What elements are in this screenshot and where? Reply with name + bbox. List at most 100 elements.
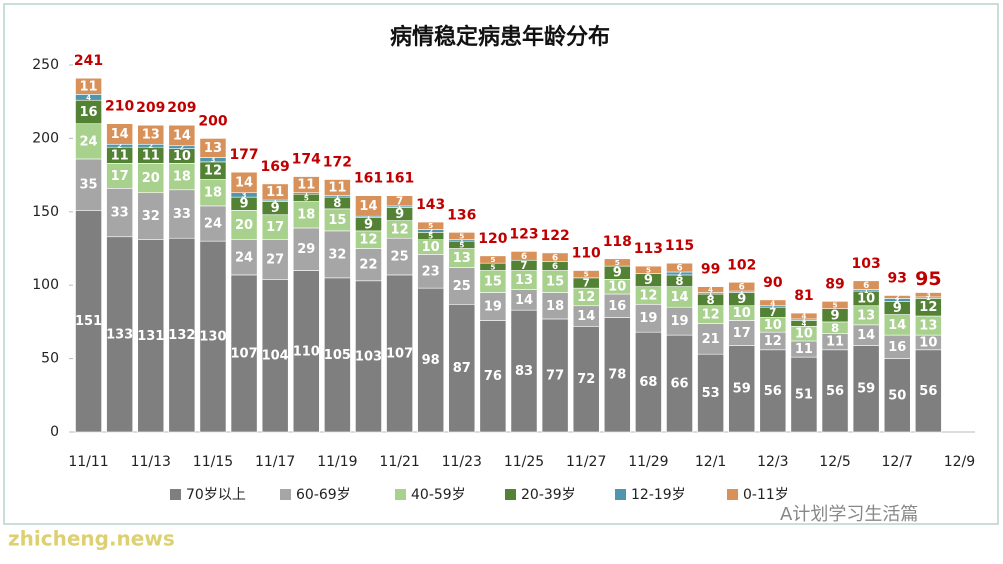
bar-segment	[914, 292, 942, 298]
bar-segment	[541, 252, 569, 263]
segment-label: 9	[893, 301, 902, 316]
total-label: 210	[105, 99, 134, 115]
segment-label: 7	[396, 195, 403, 207]
x-tick-label: 11/29	[628, 454, 668, 470]
bar-segment	[168, 163, 196, 191]
segment-label: 59	[733, 382, 751, 397]
bar-segment	[666, 306, 693, 336]
segment-label: 12	[919, 300, 937, 315]
segment-label: 13	[515, 273, 533, 288]
segment-label: 59	[857, 382, 875, 397]
total-label: 115	[665, 238, 694, 254]
segment-label: 9	[395, 207, 404, 222]
segment-label: 105	[324, 348, 351, 363]
segment-label: 1	[335, 193, 340, 201]
bar-segment	[137, 239, 165, 433]
segment-label: 5	[428, 232, 433, 241]
segment-label: 14	[111, 127, 129, 142]
segment-label: 19	[639, 311, 657, 326]
bar-segment	[759, 349, 787, 433]
segment-label: 9	[240, 197, 249, 212]
segment-label: 24	[235, 250, 253, 265]
bar-segment	[199, 138, 227, 158]
y-tick-label: 200	[32, 130, 59, 146]
segment-label: 10	[764, 318, 782, 333]
total-label: 120	[478, 231, 507, 247]
bar-segment	[821, 301, 849, 309]
segment-label: 14	[359, 199, 377, 214]
bar-segment	[697, 286, 724, 293]
segment-label: 4	[770, 299, 775, 307]
bar-segment	[852, 345, 880, 433]
segment-label: 17	[111, 169, 129, 184]
segment-label: 12	[577, 290, 595, 305]
segment-label: 29	[297, 242, 315, 257]
legend-label: 20-39岁	[521, 487, 576, 503]
segment-label: 13	[453, 251, 471, 266]
segment-label: 12	[702, 308, 720, 323]
bar-segment	[635, 265, 662, 274]
segment-label: 11	[266, 185, 284, 200]
segment-label: 24	[204, 217, 222, 232]
segment-label: 72	[577, 372, 595, 387]
segment-label: 19	[670, 314, 688, 329]
segment-label: 83	[515, 364, 533, 379]
bar-segment	[541, 292, 569, 320]
bar-segment	[603, 258, 631, 267]
bar-segment	[572, 270, 600, 279]
segment-label: 2	[895, 296, 900, 304]
total-label: 110	[572, 246, 601, 262]
segment-label: 3	[211, 156, 216, 164]
segment-label: 25	[391, 250, 409, 265]
segment-label: 15	[484, 275, 502, 290]
segment-label: 13	[204, 141, 222, 156]
bar-segment	[479, 255, 507, 264]
bar-segment	[75, 123, 102, 160]
segment-label: 3	[242, 191, 247, 199]
total-label: 209	[136, 100, 165, 116]
bar-segment	[883, 358, 911, 433]
segment-label: 9	[831, 308, 840, 323]
bar-segment	[230, 274, 258, 433]
total-label: 81	[794, 288, 813, 304]
legend-swatch	[727, 489, 738, 500]
total-label: 172	[323, 155, 352, 171]
segment-label: 8	[333, 196, 341, 210]
bar-segment	[168, 124, 196, 147]
segment-label: 51	[795, 388, 813, 403]
segment-label: 2	[148, 142, 153, 150]
x-tick-label: 12/9	[944, 454, 975, 470]
segment-label: 25	[453, 279, 471, 294]
segment-label: 56	[919, 384, 937, 399]
segment-label: 11	[297, 178, 315, 193]
segment-label: 20	[235, 218, 253, 233]
segment-label: 14	[857, 328, 875, 343]
segment-label: 35	[80, 178, 98, 193]
bar-segment	[355, 248, 382, 282]
bar-segment	[137, 163, 165, 194]
total-label: 113	[634, 241, 663, 257]
segment-label: 12	[764, 334, 782, 349]
segment-label: 11	[80, 79, 98, 94]
bar-segment	[479, 320, 507, 433]
segment-label: 9	[364, 217, 373, 232]
segment-label: 13	[919, 319, 937, 334]
segment-label: 22	[359, 258, 377, 273]
segment-label: 20	[142, 171, 160, 186]
bar-segment	[324, 179, 351, 196]
segment-label: 56	[764, 384, 782, 399]
total-label: 89	[825, 276, 844, 292]
x-tick-label: 11/27	[566, 454, 606, 470]
segment-label: 56	[826, 384, 844, 399]
bar-segment	[603, 317, 631, 433]
segment-label: 50	[888, 388, 906, 403]
segment-label: 5	[832, 301, 837, 310]
segment-label: 17	[266, 220, 284, 235]
legend-label: 40-59岁	[411, 487, 466, 503]
total-label: 103	[852, 256, 881, 272]
segment-label: 14	[577, 309, 595, 324]
segment-label: 6	[739, 283, 745, 293]
segment-label: 13	[857, 308, 875, 323]
total-label: 95	[915, 268, 941, 290]
legend-label: 12-19岁	[631, 487, 686, 503]
